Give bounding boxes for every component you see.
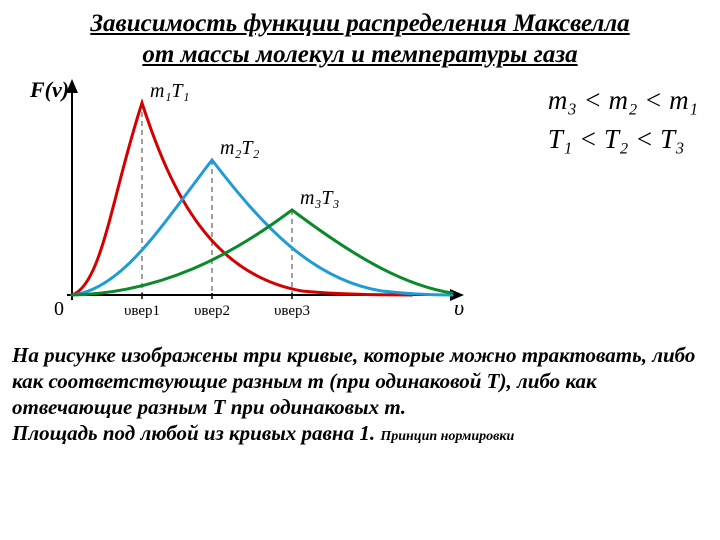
peak-guides — [142, 103, 292, 295]
y-axis-label: F(ν) — [29, 77, 69, 102]
title-line1: Зависимость функции распределения Максве… — [90, 10, 629, 37]
side-formulas: m₃ < m₂ < m₁ T₁ < T₂ < T₃ — [548, 85, 698, 155]
peak-label-2: m₂T₂ — [220, 137, 260, 159]
title-line2: от массы молекул и температуры газа — [142, 41, 577, 68]
x-tick-1: υвер1 — [124, 303, 160, 319]
caption-note: Принцип нормировки — [380, 429, 514, 444]
caption-area: Площадь под любой из кривых равна 1. — [12, 421, 375, 445]
curve-3 — [72, 210, 452, 295]
x-axis-label: υ — [454, 295, 464, 320]
distribution-curves — [72, 103, 452, 295]
origin-label: 0 — [54, 298, 64, 320]
formula-temperatures: T₁ < T₂ < T₃ — [548, 124, 698, 155]
maxwell-curves-chart: F(ν) υ 0 m₁T₁ m₂T₂ m₃T₃ υвер1 υвер2 υвер3 — [12, 75, 472, 335]
x-tick-2: υвер2 — [194, 303, 230, 319]
peak-label-3: m₃T₃ — [300, 187, 340, 209]
x-tick-labels: υвер1 υвер2 υвер3 — [124, 293, 310, 319]
figure-caption: На рисунке изображены три кривые, которы… — [12, 342, 708, 447]
peak-label-1: m₁T₁ — [150, 80, 189, 102]
caption-text: На рисунке изображены три кривые, которы… — [12, 343, 695, 420]
page-title: Зависимость функции распределения Максве… — [12, 8, 708, 71]
x-tick-3: υвер3 — [274, 303, 310, 319]
chart-area: F(ν) υ 0 m₁T₁ m₂T₂ m₃T₃ υвер1 υвер2 υвер3 m₃… — [12, 75, 708, 340]
formula-masses: m₃ < m₂ < m₁ — [548, 85, 698, 116]
